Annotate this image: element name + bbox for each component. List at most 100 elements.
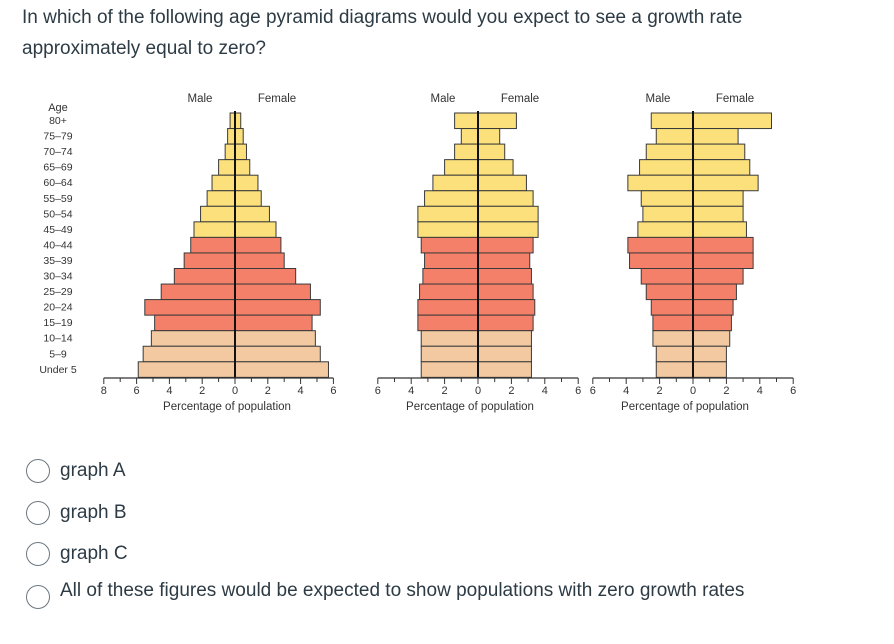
female-bar bbox=[477, 345, 532, 363]
question-text: In which of the following age pyramid di… bbox=[22, 7, 743, 59]
female-bar bbox=[692, 330, 731, 347]
female-bar bbox=[692, 143, 746, 161]
female-bar bbox=[692, 112, 772, 130]
male-bar bbox=[417, 299, 479, 316]
female-bar bbox=[234, 252, 285, 269]
male-bar bbox=[639, 159, 694, 176]
option-graph-a[interactable]: graph A bbox=[26, 455, 820, 486]
male-bar bbox=[650, 299, 694, 316]
x-tick-label: 2 bbox=[657, 385, 663, 397]
male-bar bbox=[627, 236, 694, 254]
female-bar bbox=[477, 221, 539, 238]
female-bar bbox=[234, 190, 262, 207]
x-tick-label: 4 bbox=[542, 385, 548, 397]
male-bar bbox=[137, 361, 236, 378]
female-bar bbox=[692, 236, 754, 254]
age-pyramid-charts: Age 80+75–7970–7465–6960–6455–5950–5445–… bbox=[39, 93, 796, 413]
age-label: 70–74 bbox=[43, 146, 72, 158]
male-bar bbox=[454, 143, 479, 161]
male-bar bbox=[154, 314, 236, 332]
female-bar bbox=[692, 174, 759, 192]
age-label: 30–34 bbox=[43, 271, 72, 283]
x-tick-label: 2 bbox=[723, 385, 729, 397]
x-tick-label: 2 bbox=[508, 385, 514, 397]
male-bar bbox=[424, 252, 479, 269]
female-bar bbox=[477, 314, 534, 332]
radio-button[interactable] bbox=[26, 501, 50, 525]
option-label: graph A bbox=[60, 460, 126, 481]
male-bar bbox=[650, 112, 694, 130]
male-bar bbox=[190, 236, 236, 254]
male-bar bbox=[417, 205, 479, 223]
male-bar bbox=[224, 143, 236, 161]
male-bar bbox=[629, 252, 694, 269]
option-all[interactable]: All of these figures would be expected t… bbox=[26, 575, 820, 609]
x-axis-label: Percentage of population bbox=[621, 401, 749, 413]
male-bar bbox=[627, 174, 694, 192]
option-label: All of these figures would be expected t… bbox=[60, 580, 745, 601]
pyramid-chart-b: 6 4 2 0 2 4 6 Percentage of population Male Femal… bbox=[375, 93, 582, 413]
x-tick-label: 6 bbox=[575, 385, 581, 397]
x-tick-label: 4 bbox=[408, 385, 414, 397]
female-bar bbox=[477, 128, 501, 145]
x-tick-label: 2 bbox=[442, 385, 448, 397]
option-graph-c[interactable]: graph C bbox=[26, 538, 820, 569]
male-bar bbox=[640, 190, 694, 207]
male-bar bbox=[642, 205, 694, 223]
female-bar bbox=[234, 361, 329, 378]
radio-button[interactable] bbox=[26, 459, 50, 483]
female-bar bbox=[234, 236, 282, 254]
male-bar bbox=[444, 159, 479, 176]
female-bar bbox=[477, 236, 534, 254]
age-label: 10–14 bbox=[43, 333, 72, 345]
female-bar bbox=[692, 361, 727, 378]
age-axis-title: Age bbox=[48, 102, 68, 114]
female-bar bbox=[477, 112, 517, 130]
male-bar bbox=[211, 174, 236, 192]
radio-button[interactable] bbox=[26, 585, 50, 609]
x-tick-label: 6 bbox=[590, 385, 596, 397]
age-label: 55–59 bbox=[43, 193, 72, 205]
male-bar bbox=[420, 361, 479, 378]
female-bar bbox=[234, 283, 311, 301]
female-bar bbox=[692, 345, 727, 363]
x-tick-label: 6 bbox=[790, 385, 796, 397]
male-bar bbox=[144, 299, 236, 316]
x-tick-label: 6 bbox=[330, 385, 336, 397]
male-bar bbox=[420, 345, 479, 363]
male-bar bbox=[655, 128, 694, 145]
x-tick-label: 8 bbox=[101, 385, 107, 397]
male-bar bbox=[193, 221, 236, 238]
female-bar bbox=[477, 190, 534, 207]
radio-button[interactable] bbox=[26, 542, 50, 566]
legend-male: Male bbox=[188, 93, 213, 105]
male-bar bbox=[419, 283, 479, 301]
male-bar bbox=[432, 174, 479, 192]
male-bar bbox=[420, 330, 479, 347]
female-bar bbox=[477, 330, 532, 347]
male-bar bbox=[454, 112, 479, 130]
male-bar bbox=[645, 143, 694, 161]
female-bar bbox=[477, 143, 506, 161]
age-label: 15–19 bbox=[43, 317, 72, 329]
legend-female: Female bbox=[258, 93, 296, 105]
female-bar bbox=[234, 128, 244, 145]
male-bar bbox=[645, 283, 694, 301]
age-label: 5–9 bbox=[49, 348, 67, 360]
male-bar bbox=[142, 345, 236, 363]
female-bar bbox=[234, 330, 316, 347]
age-label: 65–69 bbox=[43, 162, 72, 174]
female-bar bbox=[234, 314, 313, 332]
option-graph-b[interactable]: graph B bbox=[26, 497, 820, 528]
female-bar bbox=[477, 252, 531, 269]
female-bar bbox=[692, 314, 732, 332]
male-bar bbox=[200, 205, 236, 223]
x-tick-label: 4 bbox=[166, 385, 172, 397]
age-label: 75–79 bbox=[43, 131, 72, 143]
male-bar bbox=[417, 221, 479, 238]
female-bar bbox=[477, 159, 514, 176]
female-bar bbox=[234, 205, 270, 223]
male-bar bbox=[637, 221, 694, 238]
male-bar bbox=[150, 330, 236, 347]
female-bar bbox=[692, 283, 737, 301]
